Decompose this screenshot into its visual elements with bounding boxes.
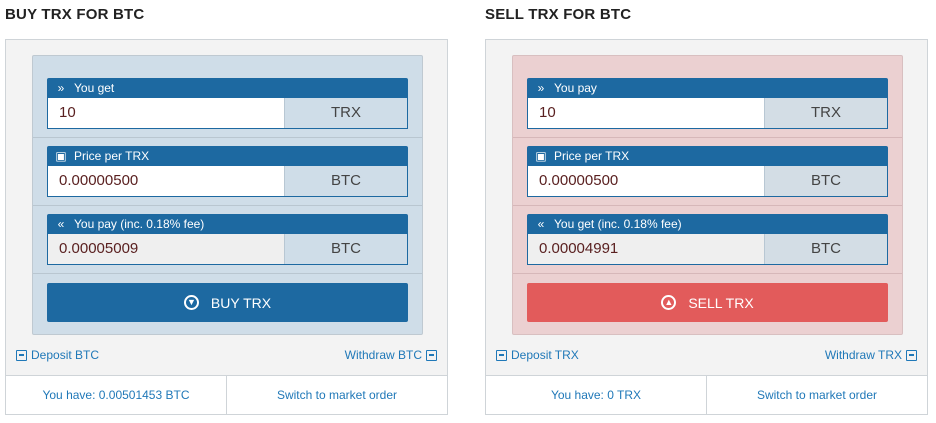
divider — [33, 205, 422, 206]
wallet-icon — [16, 349, 27, 361]
buy-amount-input[interactable]: 10 — [48, 98, 285, 128]
buy-balance[interactable]: You have: 0.00501453 BTC — [42, 388, 190, 402]
sell-total-value: 0.00004991 — [528, 234, 765, 264]
sell-panel-title: SELL TRX FOR BTC — [485, 6, 632, 23]
double-chevron-right-icon: » — [57, 81, 65, 95]
buy-price-field: ▣ Price per TRX 0.00000500 BTC — [47, 146, 408, 197]
sell-price-input[interactable]: 0.00000500 — [528, 166, 765, 196]
sell-button-label: SELL TRX — [688, 294, 754, 311]
double-chevron-left-icon: « — [537, 217, 545, 231]
double-chevron-left-icon: « — [57, 217, 65, 231]
sell-balance[interactable]: You have: 0 TRX — [550, 388, 642, 402]
buy-total-value: 0.00005009 — [48, 234, 285, 264]
buy-amount-currency: TRX — [285, 98, 407, 128]
sell-amount-currency: TRX — [765, 98, 887, 128]
wallet-icon: ▣ — [535, 149, 547, 163]
buy-button-label: BUY TRX — [210, 294, 272, 311]
buy-form-frame: » You get 10 TRX ▣ Price per TRX 0.00000… — [5, 39, 448, 415]
sell-form: » You pay 10 TRX ▣ Price per TRX 0.00000… — [512, 55, 903, 335]
wallet-icon: ▣ — [55, 149, 67, 163]
chevron-up-circle-icon: ▲ — [661, 295, 677, 310]
buy-amount-field: » You get 10 TRX — [47, 78, 408, 129]
double-chevron-right-icon: » — [537, 81, 545, 95]
buy-amount-label: You get — [74, 81, 115, 95]
sell-total-label: You get (inc. 0.18% fee) — [554, 217, 682, 231]
buy-switch-market-order[interactable]: Switch to market order — [226, 376, 447, 414]
divider — [33, 137, 422, 138]
withdraw-btc-link[interactable]: Withdraw BTC — [345, 348, 437, 362]
sell-amount-label: You pay — [554, 81, 597, 95]
sell-price-label: Price per TRX — [554, 149, 630, 163]
buy-button[interactable]: ▼ BUY TRX — [47, 283, 408, 322]
sell-amount-input[interactable]: 10 — [528, 98, 765, 128]
sell-price-field: ▣ Price per TRX 0.00000500 BTC — [527, 146, 888, 197]
sell-button[interactable]: ▲ SELL TRX — [527, 283, 888, 322]
sell-form-frame: » You pay 10 TRX ▣ Price per TRX 0.00000… — [485, 39, 928, 415]
deposit-trx-link[interactable]: Deposit TRX — [496, 348, 579, 362]
sell-total-currency: BTC — [765, 234, 887, 264]
sell-price-currency: BTC — [765, 166, 887, 196]
buy-price-currency: BTC — [285, 166, 407, 196]
divider — [513, 137, 902, 138]
buy-price-label: Price per TRX — [74, 149, 150, 163]
sell-total-field: « You get (inc. 0.18% fee) 0.00004991 BT… — [527, 214, 888, 265]
sell-amount-field: » You pay 10 TRX — [527, 78, 888, 129]
buy-price-input[interactable]: 0.00000500 — [48, 166, 285, 196]
buy-panel-title: BUY TRX FOR BTC — [5, 6, 145, 23]
chevron-down-circle-icon: ▼ — [183, 295, 199, 310]
wallet-icon — [426, 349, 437, 361]
divider — [513, 273, 902, 274]
withdraw-trx-link[interactable]: Withdraw TRX — [825, 348, 917, 362]
wallet-icon — [496, 349, 507, 361]
wallet-icon — [906, 349, 917, 361]
divider — [33, 273, 422, 274]
buy-panel: BUY TRX FOR BTC » You get 10 TRX ▣ Price… — [5, 0, 448, 423]
buy-total-field: « You pay (inc. 0.18% fee) 0.00005009 BT… — [47, 214, 408, 265]
sell-switch-market-order[interactable]: Switch to market order — [706, 376, 927, 414]
buy-total-label: You pay (inc. 0.18% fee) — [74, 217, 205, 231]
divider — [513, 205, 902, 206]
buy-total-currency: BTC — [285, 234, 407, 264]
buy-form: » You get 10 TRX ▣ Price per TRX 0.00000… — [32, 55, 423, 335]
sell-panel: SELL TRX FOR BTC » You pay 10 TRX ▣ Pric… — [485, 0, 928, 423]
deposit-btc-link[interactable]: Deposit BTC — [16, 348, 99, 362]
